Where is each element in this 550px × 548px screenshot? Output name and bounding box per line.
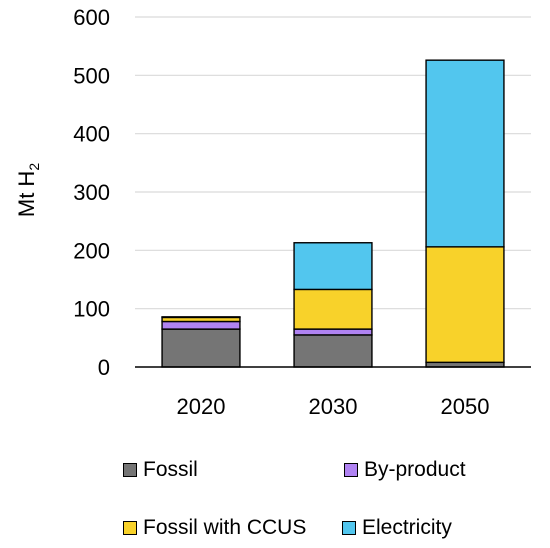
y-axis-ticks: 0 100 200 300 400 500 600 bbox=[73, 5, 110, 380]
y-tick-label-100: 100 bbox=[73, 297, 110, 322]
bar-2020-by-product bbox=[161, 320, 241, 330]
bar-2020-electricity bbox=[161, 316, 241, 319]
bar-2030-by-product bbox=[293, 328, 373, 336]
y-axis-label-main: Mt H bbox=[14, 171, 39, 217]
bar-2020-fossil bbox=[161, 328, 241, 368]
bars bbox=[161, 59, 505, 368]
bar-2050-electricity bbox=[425, 59, 505, 248]
y-axis-label: Mt H2 bbox=[14, 163, 42, 217]
y-tick-label-500: 500 bbox=[73, 63, 110, 88]
y-tick-label-200: 200 bbox=[73, 238, 110, 263]
y-tick-label-300: 300 bbox=[73, 180, 110, 205]
y-tick-label-400: 400 bbox=[73, 122, 110, 147]
x-tick-label-2030: 2030 bbox=[309, 394, 358, 419]
bar-2030-electricity bbox=[293, 242, 373, 291]
x-tick-label-2050: 2050 bbox=[441, 394, 490, 419]
y-axis-label-subscript: 2 bbox=[26, 163, 42, 171]
y-tick-label-0: 0 bbox=[98, 355, 110, 380]
x-tick-label-2020: 2020 bbox=[177, 394, 226, 419]
bar-2050-fossil-with-ccus bbox=[425, 246, 505, 364]
bar-2030-fossil-with-ccus bbox=[293, 288, 373, 330]
bar-2030-fossil bbox=[293, 334, 373, 368]
y-tick-label-600: 600 bbox=[73, 5, 110, 30]
x-axis-ticks: 2020 2030 2050 bbox=[177, 394, 490, 419]
